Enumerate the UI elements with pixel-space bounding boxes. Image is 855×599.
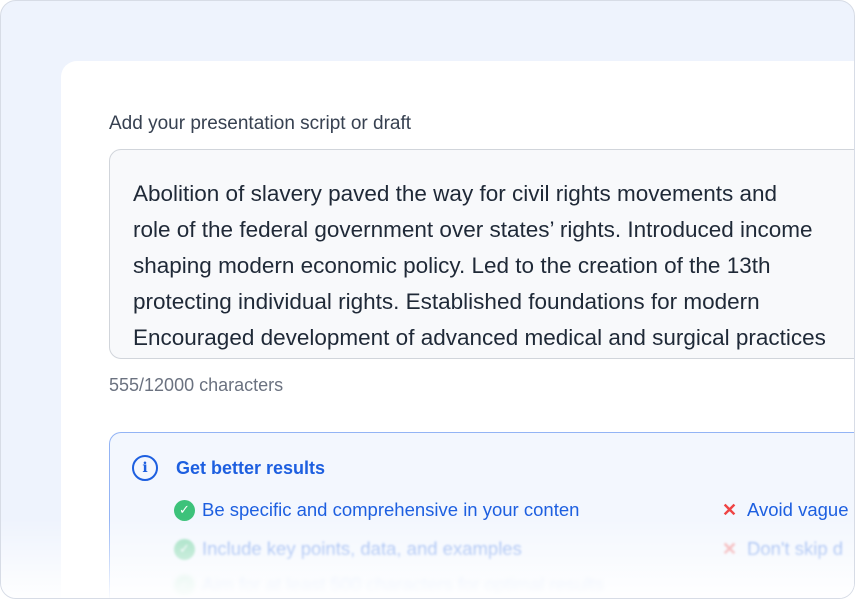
tip-do: ✓ Aim for at least 500 characters for opt… — [174, 574, 604, 596]
tips-panel: i Get better results ✓ Be specific and co… — [109, 432, 854, 598]
tip-do: ✓ Be specific and comprehensive in your c… — [174, 499, 579, 521]
script-card: Add your presentation script or draft Ab… — [61, 61, 854, 598]
script-textarea[interactable]: Abolition of slavery paved the way for c… — [109, 149, 854, 359]
tip-text: Be specific and comprehensive in your co… — [202, 499, 580, 520]
tip-text: Aim for at least 500 characters for opti… — [202, 574, 605, 595]
tip-dont: ✕ Avoid vague — [722, 499, 849, 521]
tip-do: ✓ Include key points, data, and examples — [174, 538, 522, 560]
tip-text: Avoid vague — [747, 499, 849, 520]
script-label: Add your presentation script or draft — [109, 113, 412, 134]
info-icon: i — [132, 455, 158, 481]
check-icon: ✓ — [174, 538, 195, 560]
tip-text: Don't skip d — [747, 538, 844, 559]
tip-dont: ✕ Don't skip d — [722, 538, 843, 560]
tip-text: Include key points, data, and examples — [202, 538, 522, 559]
tips-title: Get better results — [176, 457, 326, 478]
cross-icon: ✕ — [722, 499, 738, 520]
check-icon: ✓ — [174, 574, 195, 596]
tips-header: i Get better results — [132, 455, 325, 481]
character-count: 555/12000 characters — [109, 375, 284, 395]
cross-icon: ✕ — [722, 538, 738, 559]
check-icon: ✓ — [174, 499, 195, 521]
